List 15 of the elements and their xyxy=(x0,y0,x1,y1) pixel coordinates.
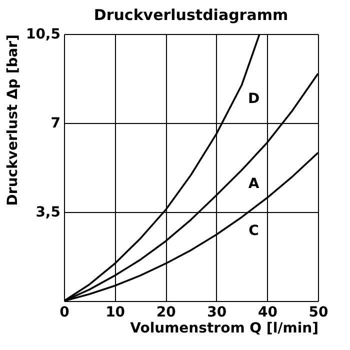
y-tick-label: 7 xyxy=(50,116,60,132)
y-axis-title: Druckverlust Δp [bar] xyxy=(4,34,21,206)
series-label: A xyxy=(248,176,260,192)
x-tick-label: 20 xyxy=(156,304,176,320)
x-tick-label: 0 xyxy=(60,304,70,320)
x-tick-label: 40 xyxy=(258,304,278,320)
y-tick-label: 10,5 xyxy=(26,26,60,42)
x-tick-label: 50 xyxy=(308,304,328,320)
x-tick-label: 30 xyxy=(207,304,227,320)
y-tick-label: 3,5 xyxy=(36,204,60,220)
x-axis-title: Volumenstrom Q [l/min] xyxy=(130,320,318,336)
x-tick-label: 10 xyxy=(106,304,126,320)
chart-title: Druckverlustdiagramm xyxy=(94,6,288,24)
series-label: C xyxy=(248,223,259,240)
series-label: D xyxy=(248,90,260,107)
